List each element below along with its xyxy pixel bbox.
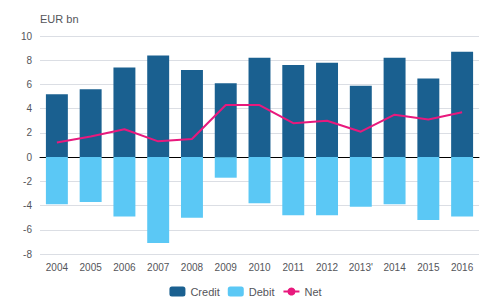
svg-text:2010: 2010 bbox=[248, 262, 271, 273]
svg-text:-4: -4 bbox=[23, 200, 32, 211]
svg-text:8: 8 bbox=[26, 55, 32, 66]
svg-text:2006: 2006 bbox=[113, 262, 136, 273]
svg-text:2004: 2004 bbox=[46, 262, 69, 273]
svg-text:-2: -2 bbox=[23, 176, 32, 187]
svg-text:2013': 2013' bbox=[349, 262, 373, 273]
svg-text:Debit: Debit bbox=[249, 286, 275, 298]
svg-text:2008: 2008 bbox=[181, 262, 204, 273]
svg-text:2012: 2012 bbox=[316, 262, 339, 273]
svg-text:-8: -8 bbox=[23, 249, 32, 260]
svg-text:Net: Net bbox=[304, 286, 321, 298]
svg-text:2007: 2007 bbox=[147, 262, 170, 273]
svg-text:EUR bn: EUR bn bbox=[40, 13, 79, 25]
svg-text:10: 10 bbox=[21, 31, 33, 42]
svg-text:4: 4 bbox=[26, 103, 32, 114]
svg-text:2015: 2015 bbox=[417, 262, 440, 273]
svg-text:2009: 2009 bbox=[215, 262, 238, 273]
svg-text:2016: 2016 bbox=[451, 262, 474, 273]
svg-text:-6: -6 bbox=[23, 224, 32, 235]
svg-text:2005: 2005 bbox=[80, 262, 103, 273]
svg-text:6: 6 bbox=[26, 79, 32, 90]
svg-text:0: 0 bbox=[26, 152, 32, 163]
svg-text:Credit: Credit bbox=[190, 286, 219, 298]
svg-text:2011: 2011 bbox=[283, 262, 305, 273]
svg-text:2: 2 bbox=[26, 127, 32, 138]
svg-text:2014: 2014 bbox=[383, 262, 406, 273]
